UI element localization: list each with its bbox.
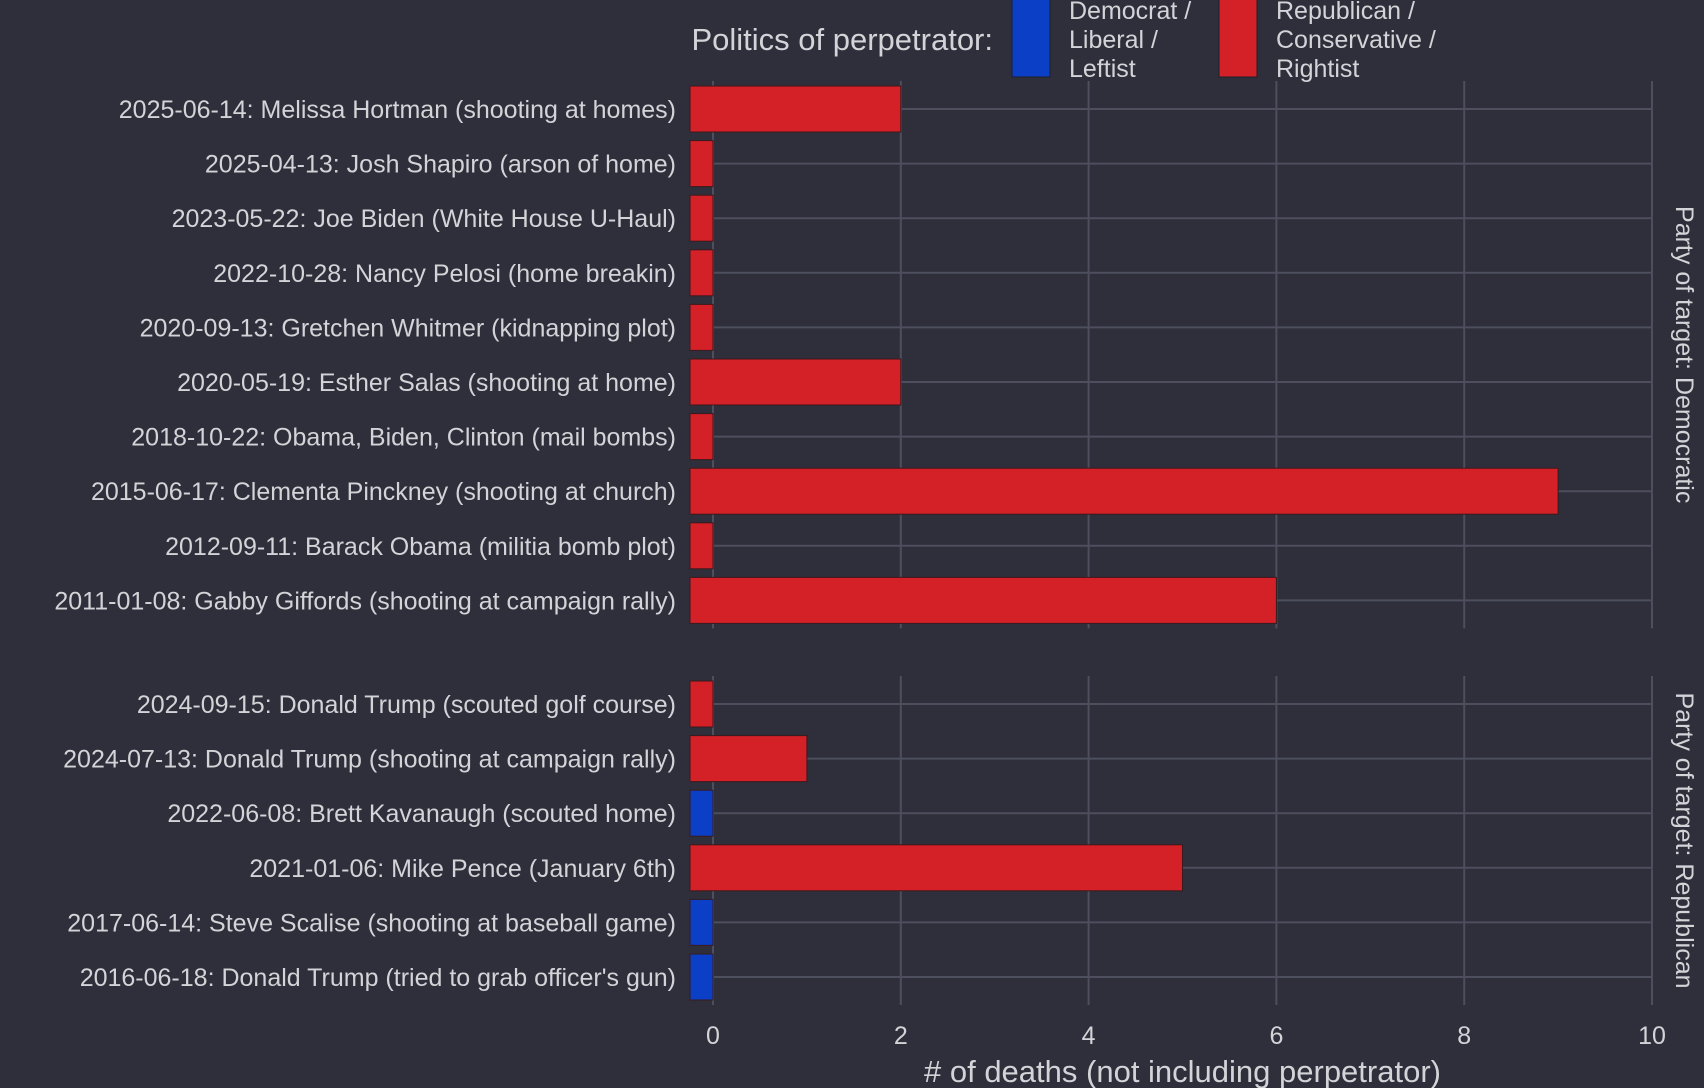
bar-category-label: 2025-04-13: Josh Shapiro (arson of home) bbox=[205, 151, 676, 179]
bar bbox=[689, 249, 714, 297]
bar bbox=[689, 358, 902, 406]
bar-category-label: 2024-09-15: Donald Trump (scouted golf c… bbox=[137, 691, 676, 719]
bar-category-label: 2020-05-19: Esther Salas (shooting at ho… bbox=[177, 369, 676, 397]
legend-entry-label: Republican / bbox=[1276, 0, 1415, 25]
bar-category-label: 2012-09-11: Barack Obama (militia bomb p… bbox=[165, 533, 676, 561]
x-tick-label: 10 bbox=[1638, 1022, 1666, 1050]
legend-entry-label: Conservative / bbox=[1276, 26, 1436, 54]
bar bbox=[689, 194, 714, 242]
legend: Politics of perpetrator: Democrat /Libera… bbox=[691, 0, 1436, 83]
x-tick-label: 8 bbox=[1457, 1022, 1471, 1050]
bar bbox=[689, 413, 714, 461]
bar-category-label: 2020-09-13: Gretchen Whitmer (kidnapping… bbox=[140, 314, 676, 342]
legend-entry-label: Liberal / bbox=[1069, 26, 1158, 54]
bar bbox=[689, 576, 1277, 624]
bar-category-label: 2023-05-22: Joe Biden (White House U-Hau… bbox=[172, 205, 676, 233]
bar bbox=[689, 953, 714, 1001]
x-tick-label: 0 bbox=[706, 1022, 720, 1050]
bar bbox=[689, 522, 714, 570]
facets: 2025-06-14: Melissa Hortman (shooting at… bbox=[54, 81, 1698, 1005]
bar bbox=[689, 735, 808, 783]
bar bbox=[689, 85, 902, 133]
bar bbox=[689, 680, 714, 728]
bar-category-label: 2025-06-14: Melissa Hortman (shooting at… bbox=[119, 96, 676, 124]
bar bbox=[689, 898, 714, 946]
legend-entry-label: Leftist bbox=[1069, 55, 1136, 83]
bar-category-label: 2011-01-08: Gabby Giffords (shooting at … bbox=[54, 587, 676, 615]
bar bbox=[689, 303, 714, 351]
bar-category-label: 2017-06-14: Steve Scalise (shooting at b… bbox=[67, 909, 676, 937]
bar-category-label: 2015-06-17: Clementa Pinckney (shooting … bbox=[91, 478, 676, 506]
bar-category-label: 2024-07-13: Donald Trump (shooting at ca… bbox=[63, 746, 676, 774]
bar-category-label: 2021-01-06: Mike Pence (January 6th) bbox=[249, 855, 676, 883]
legend-key-swatch bbox=[1218, 0, 1258, 78]
x-tick-label: 4 bbox=[1082, 1022, 1096, 1050]
bar bbox=[689, 844, 1183, 892]
facet-panel: 2024-09-15: Donald Trump (scouted golf c… bbox=[63, 676, 1698, 1005]
legend-title: Politics of perpetrator: bbox=[691, 22, 993, 57]
x-axis-title: # of deaths (not including perpetrator) bbox=[924, 1054, 1441, 1088]
bar bbox=[689, 789, 714, 837]
facet-panel: 2025-06-14: Melissa Hortman (shooting at… bbox=[54, 81, 1698, 629]
x-tick-label: 6 bbox=[1269, 1022, 1283, 1050]
bar bbox=[689, 140, 714, 188]
legend-entry-label: Democrat / bbox=[1069, 0, 1191, 25]
legend-key-swatch bbox=[1011, 0, 1051, 78]
bar-category-label: 2016-06-18: Donald Trump (tried to grab … bbox=[80, 964, 676, 992]
legend-entry-label: Rightist bbox=[1276, 55, 1359, 83]
facet-strip-label: Party of target: Democratic bbox=[1670, 206, 1698, 503]
x-axis: 0 2 4 6 8 10 # of deaths (not including perpet… bbox=[706, 1022, 1666, 1088]
facet-strip-label: Party of target: Republican bbox=[1670, 693, 1698, 989]
bar-category-label: 2022-06-08: Brett Kavanaugh (scouted hom… bbox=[167, 800, 676, 828]
bar bbox=[689, 467, 1559, 515]
x-tick-label: 2 bbox=[894, 1022, 908, 1050]
bar-category-label: 2022-10-28: Nancy Pelosi (home breakin) bbox=[213, 260, 676, 288]
bar-category-label: 2018-10-22: Obama, Biden, Clinton (mail … bbox=[131, 424, 676, 452]
